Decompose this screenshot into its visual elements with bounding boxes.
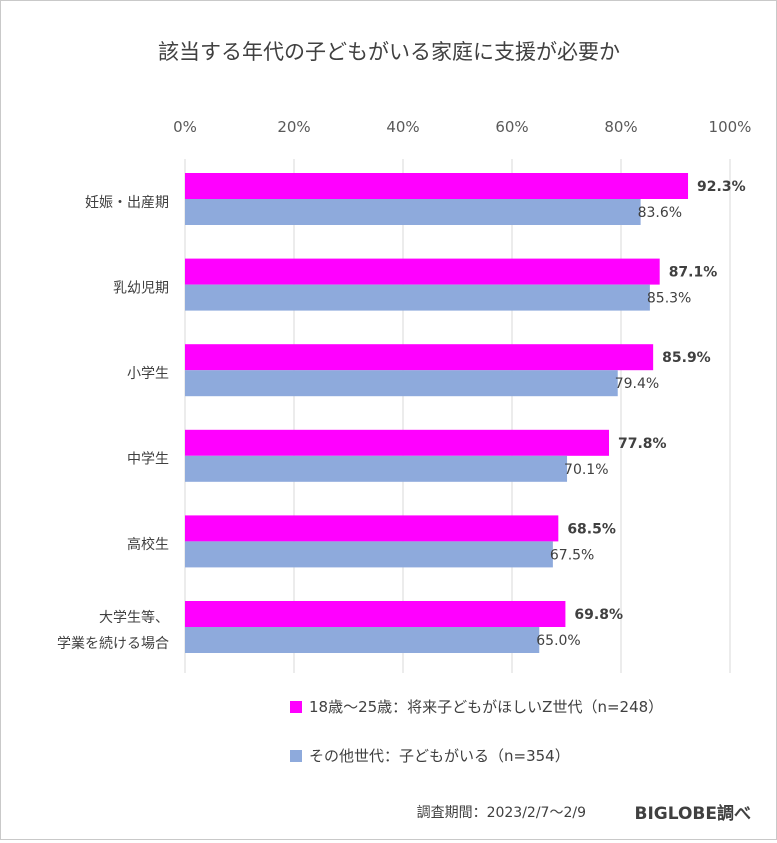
category-label: 学業を続ける場合 [57, 635, 169, 652]
data-label: 65.0% [536, 633, 580, 649]
category-label: 妊娠・出産期 [85, 195, 169, 211]
data-label: 68.5% [567, 521, 616, 537]
bar-other-generation [185, 541, 553, 568]
data-label: 70.1% [564, 462, 608, 478]
bar-z-generation [185, 173, 689, 199]
bar-other-generation [185, 455, 568, 482]
legend-label: 18歳〜25歳：将来子どもがほしいZ世代（n=248） [309, 698, 663, 716]
category-label: 中学生 [127, 452, 169, 468]
bar-other-generation [185, 284, 650, 311]
data-label: 87.1% [669, 265, 718, 281]
data-label: 69.8% [574, 607, 623, 623]
data-label: 85.3% [647, 291, 691, 307]
legend-swatch [290, 701, 302, 713]
bar-other-generation [185, 627, 540, 653]
category-label: 小学生 [127, 366, 169, 382]
source-credit: BIGLOBE調べ [635, 803, 752, 824]
bar-z-generation [185, 601, 566, 627]
x-tick-label: 40% [386, 118, 419, 136]
data-label: 67.5% [550, 547, 594, 563]
bar-z-generation [185, 429, 610, 456]
x-tick-label: 20% [277, 118, 310, 136]
data-label: 92.3% [697, 179, 746, 195]
legend-label: その他世代：子どもがいる（n=354） [309, 747, 570, 765]
data-label: 77.8% [618, 436, 667, 452]
legend-swatch [290, 750, 302, 762]
x-tick-label: 0% [173, 118, 197, 136]
bar-other-generation [185, 370, 618, 397]
bar-z-generation [185, 515, 559, 542]
survey-period: 調査期間：2023/2/7〜2/9 [417, 805, 586, 821]
bar-other-generation [185, 199, 641, 225]
data-label: 79.4% [615, 376, 659, 392]
data-label: 83.6% [638, 205, 682, 221]
bar-z-generation [185, 344, 654, 371]
category-label: 大学生等、 [99, 609, 169, 626]
category-label: 高校生 [127, 536, 169, 553]
chart-title: 該当する年代の子どもがいる家庭に支援が必要か [158, 40, 620, 64]
bar-z-generation [185, 258, 660, 285]
x-tick-label: 80% [604, 118, 637, 136]
data-label: 85.9% [662, 350, 711, 366]
category-label: 乳幼児期 [113, 280, 169, 296]
x-tick-label: 60% [495, 118, 528, 136]
x-tick-label: 100% [709, 118, 752, 136]
